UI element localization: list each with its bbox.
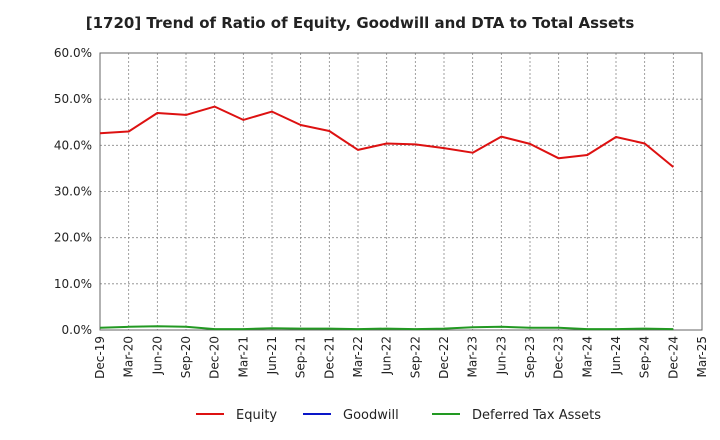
x-tick-label: Dec-21 <box>322 336 336 379</box>
x-tick-label: Jun-23 <box>494 336 508 375</box>
y-axis-ticks: 0.0% 10.0% 20.0% 30.0% 40.0% 50.0% 60.0% <box>54 46 92 337</box>
x-tick-label: Sep-23 <box>523 336 537 378</box>
x-tick-label: Sep-20 <box>179 336 193 378</box>
series-line-equity <box>99 105 674 168</box>
y-tick-label: 50.0% <box>54 92 92 106</box>
x-tick-label: Jun-21 <box>265 336 279 375</box>
legend: Equity Goodwill Deferred Tax Assets <box>196 408 601 423</box>
y-tick-label: 60.0% <box>54 46 92 60</box>
y-tick-label: 20.0% <box>54 231 92 245</box>
x-tick-label: Mar-20 <box>122 336 136 377</box>
chart-title: [1720] Trend of Ratio of Equity, Goodwil… <box>85 14 635 32</box>
x-tick-label: Sep-21 <box>294 336 308 378</box>
legend-label: Equity <box>236 408 277 423</box>
series-line-deferred-tax-assets <box>99 325 674 331</box>
series-lines <box>99 105 674 331</box>
x-tick-label: Dec-20 <box>208 336 222 379</box>
x-tick-label: Mar-24 <box>580 336 594 377</box>
legend-label: Deferred Tax Assets <box>472 408 601 423</box>
x-tick-label: Mar-23 <box>466 336 480 377</box>
x-tick-label: Sep-22 <box>408 336 422 378</box>
y-tick-label: 10.0% <box>54 277 92 291</box>
x-tick-label: Mar-25 <box>695 336 709 377</box>
grid-lines <box>100 53 702 330</box>
x-tick-label: Dec-22 <box>437 336 451 379</box>
x-axis-ticks: Dec-19 Mar-20 Jun-20 Sep-20 Dec-20 Mar-21 Jun-… <box>93 336 709 379</box>
x-tick-label: Mar-21 <box>236 336 250 377</box>
x-tick-label: Dec-24 <box>666 336 680 379</box>
x-tick-label: Sep-24 <box>638 336 652 378</box>
x-tick-label: Jun-20 <box>150 336 164 375</box>
y-tick-label: 40.0% <box>54 138 92 152</box>
x-tick-label: Jun-24 <box>609 336 623 375</box>
x-tick-label: Dec-19 <box>93 336 107 379</box>
y-tick-label: 0.0% <box>62 323 93 337</box>
x-tick-label: Mar-22 <box>351 336 365 377</box>
x-tick-label: Jun-22 <box>380 336 394 375</box>
plot-frame <box>99 52 703 331</box>
x-tick-label: Dec-23 <box>552 336 566 379</box>
y-tick-label: 30.0% <box>54 185 92 199</box>
legend-label: Goodwill <box>343 408 399 423</box>
